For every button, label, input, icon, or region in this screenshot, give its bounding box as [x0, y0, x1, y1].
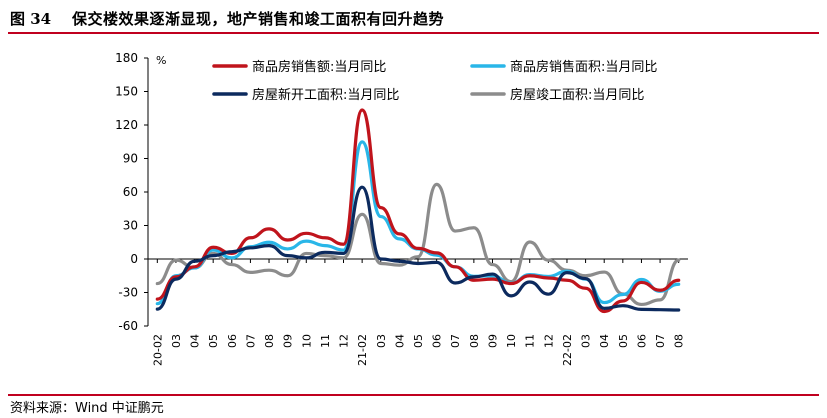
y-tick-label: 120 [115, 118, 138, 132]
figure-number: 图 34 [10, 10, 52, 28]
x-tick-label: 07 [244, 334, 257, 348]
y-tick-label: 60 [123, 185, 138, 199]
x-tick-label: 21-02 [356, 334, 369, 366]
x-tick-label: 04 [189, 334, 202, 348]
figure-title: 保交楼效果逐渐显现，地产销售和竣工面积有回升趋势 [72, 10, 445, 28]
x-tick-label: 10 [505, 334, 518, 348]
x-tick-label: 08 [263, 334, 276, 348]
y-tick-label: 90 [123, 152, 138, 166]
x-tick-label: 06 [635, 334, 648, 348]
figure-header: 图 34 保交楼效果逐渐显现，地产销售和竣工面积有回升趋势 [8, 6, 819, 32]
bottom-rule [8, 394, 819, 396]
x-tick-label: 03 [170, 334, 183, 348]
series-line [155, 108, 681, 314]
x-tick-label: 09 [486, 334, 499, 348]
x-tick-label: 11 [319, 334, 332, 348]
y-tick-label: 150 [115, 85, 138, 99]
y-tick-label: -60 [118, 319, 138, 333]
x-tick-label: 05 [207, 334, 220, 348]
x-tick-label: 12 [338, 334, 351, 348]
x-tick-label: 03 [375, 334, 388, 348]
x-tick-label: 05 [617, 334, 630, 348]
x-tick-label: 03 [580, 334, 593, 348]
x-tick-label: 04 [598, 334, 611, 348]
x-tick-label: 08 [468, 334, 481, 348]
x-tick-label: 06 [431, 334, 444, 348]
y-tick-label: 0 [130, 252, 138, 266]
x-tick-label: 07 [449, 334, 462, 348]
x-tick-label: 08 [673, 334, 686, 348]
x-tick-label: 04 [393, 334, 406, 348]
x-tick-label: 07 [654, 334, 667, 348]
x-tick-label: 12 [542, 334, 555, 348]
series-line [155, 140, 681, 306]
x-tick-label: 22-02 [561, 334, 574, 366]
y-tick-label: -30 [118, 286, 138, 300]
x-tick-label: 20-02 [151, 334, 164, 366]
unit-label: % [156, 54, 166, 67]
legend-label: 商品房销售面积:当月同比 [510, 59, 657, 75]
x-tick-label: 06 [226, 334, 239, 348]
y-tick-label: 180 [115, 51, 138, 65]
source-note: 资料来源：Wind 中证鹏元 [10, 401, 164, 416]
x-tick-label: 10 [300, 334, 313, 348]
y-tick-label: 30 [123, 219, 138, 233]
legend-label: 商品房销售额:当月同比 [252, 59, 386, 75]
legend-label: 房屋竣工面积:当月同比 [510, 87, 644, 103]
series-line [155, 182, 681, 307]
series-line [155, 185, 681, 312]
x-tick-label: 09 [282, 334, 295, 348]
x-tick-label: 05 [412, 334, 425, 348]
legend-label: 房屋新开工面积:当月同比 [252, 87, 399, 103]
top-rule [8, 32, 819, 34]
x-tick-label: 11 [524, 334, 537, 348]
